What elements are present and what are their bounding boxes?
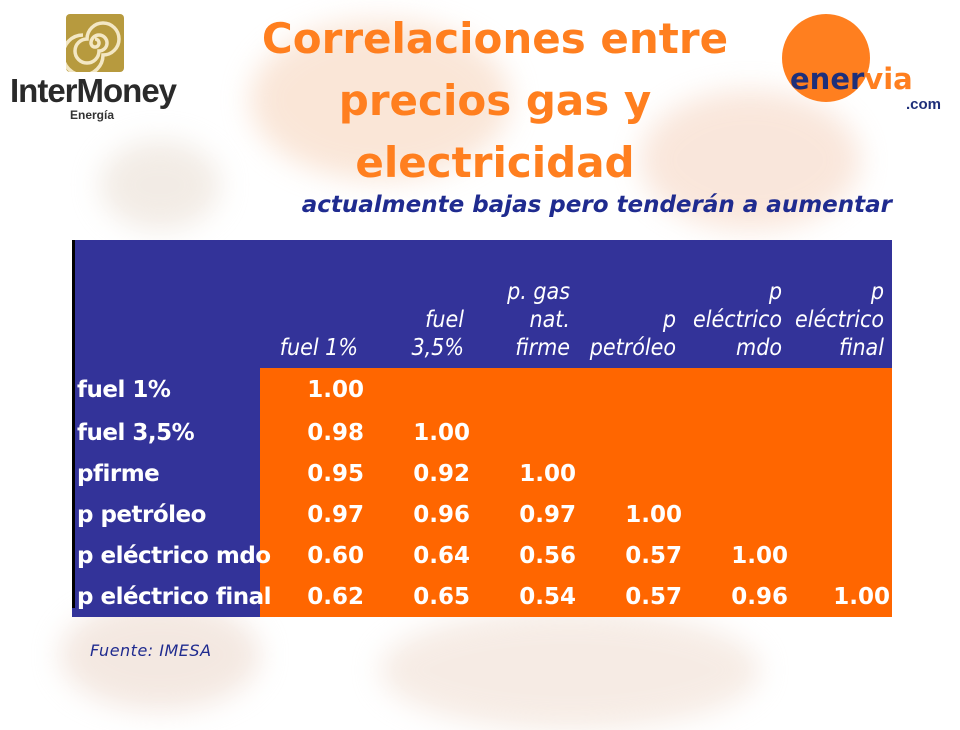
table-cell: 1.00 — [472, 453, 578, 494]
enervia-domain: .com — [906, 96, 942, 113]
table-cell: 0.97 — [260, 494, 366, 535]
table-cell: 0.62 — [260, 576, 366, 617]
table-cell: 0.98 — [260, 412, 366, 453]
subtitle: actualmente bajas pero tenderán a aument… — [301, 192, 892, 218]
intermoney-name: InterMoney — [10, 72, 177, 109]
table-cell: 0.65 — [366, 576, 472, 617]
table-row: fuel 3,5% 0.98 1.00 — [72, 412, 892, 453]
table-cell: 0.95 — [260, 453, 366, 494]
table-row: fuel 1% 1.00 — [72, 368, 892, 412]
table-cell — [472, 368, 578, 412]
table-cell: 1.00 — [260, 368, 366, 412]
table-cell: 0.57 — [578, 535, 684, 576]
table-cell — [578, 453, 684, 494]
table-cell: 0.92 — [366, 453, 472, 494]
row-label: p eléctrico final — [72, 576, 272, 617]
table-cell — [790, 453, 892, 494]
row-label: p eléctrico mdo — [72, 535, 271, 576]
enervia-suffix: via — [864, 62, 913, 96]
table-cell — [684, 453, 790, 494]
table-cell: 0.60 — [260, 535, 366, 576]
table-cell — [684, 412, 790, 453]
column-header: fuel 3,5% — [366, 240, 472, 368]
column-header: p eléctrico final — [790, 240, 892, 368]
table-row: p eléctrico final 0.62 0.65 0.54 0.57 0.… — [72, 576, 892, 617]
column-header: p. gas nat. firme — [472, 240, 578, 368]
table-cell: 0.57 — [578, 576, 684, 617]
table-cell: 0.97 — [472, 494, 578, 535]
enervia-prefix: ener — [790, 62, 865, 96]
row-label: fuel 1% — [72, 368, 260, 412]
correlation-table-wrapper: fuel 1% fuel 3,5% p. gas nat. firme p pe… — [72, 240, 892, 617]
enervia-logo: enervia .com — [778, 14, 958, 114]
header-row: fuel 1% fuel 3,5% p. gas nat. firme p pe… — [72, 240, 892, 368]
table-row: pfirme 0.95 0.92 1.00 — [72, 453, 892, 494]
background-watermark — [640, 90, 860, 230]
table-cell — [790, 412, 892, 453]
column-header: p petróleo — [578, 240, 684, 368]
table-cell: 1.00 — [790, 576, 892, 617]
background-watermark — [380, 610, 760, 730]
table-cell: 0.54 — [472, 576, 578, 617]
enervia-wordmark: enervia — [790, 62, 913, 96]
table-cell: 0.96 — [684, 576, 790, 617]
table-cell — [790, 368, 892, 412]
row-label: fuel 3,5% — [72, 412, 260, 453]
table-cell — [790, 535, 892, 576]
table-cell — [684, 494, 790, 535]
table-cell — [790, 494, 892, 535]
source-note: Fuente: IMESA — [90, 641, 212, 660]
column-header: p eléctrico mdo — [684, 240, 790, 368]
table-cell: 1.00 — [366, 412, 472, 453]
table-row: p eléctrico mdo 0.60 0.64 0.56 0.57 1.00 — [72, 535, 892, 576]
table-cell: 0.56 — [472, 535, 578, 576]
page-title: Correlaciones entre precios gas y electr… — [261, 14, 729, 187]
table-cell — [472, 412, 578, 453]
intermoney-sub: Energía — [70, 108, 115, 122]
correlation-table: fuel 1% fuel 3,5% p. gas nat. firme p pe… — [72, 240, 892, 617]
table-cell — [366, 368, 472, 412]
column-header: fuel 1% — [260, 240, 366, 368]
table-cell: 1.00 — [684, 535, 790, 576]
table-cell — [684, 368, 790, 412]
table-cell: 0.64 — [366, 535, 472, 576]
table-row: p petróleo 0.97 0.96 0.97 1.00 — [72, 494, 892, 535]
intermoney-logo: InterMoney Energía — [10, 14, 185, 124]
background-watermark — [100, 140, 220, 230]
table-cell: 0.96 — [366, 494, 472, 535]
orange-circle-icon — [782, 14, 870, 102]
table-cell — [578, 368, 684, 412]
corner-cell — [72, 240, 260, 368]
background-watermark — [250, 20, 510, 180]
row-label: p petróleo — [72, 494, 260, 535]
background-watermark — [60, 600, 260, 710]
row-label: pfirme — [72, 453, 260, 494]
table-cell: 1.00 — [578, 494, 684, 535]
table-cell — [578, 412, 684, 453]
spiral-icon — [61, 14, 124, 77]
